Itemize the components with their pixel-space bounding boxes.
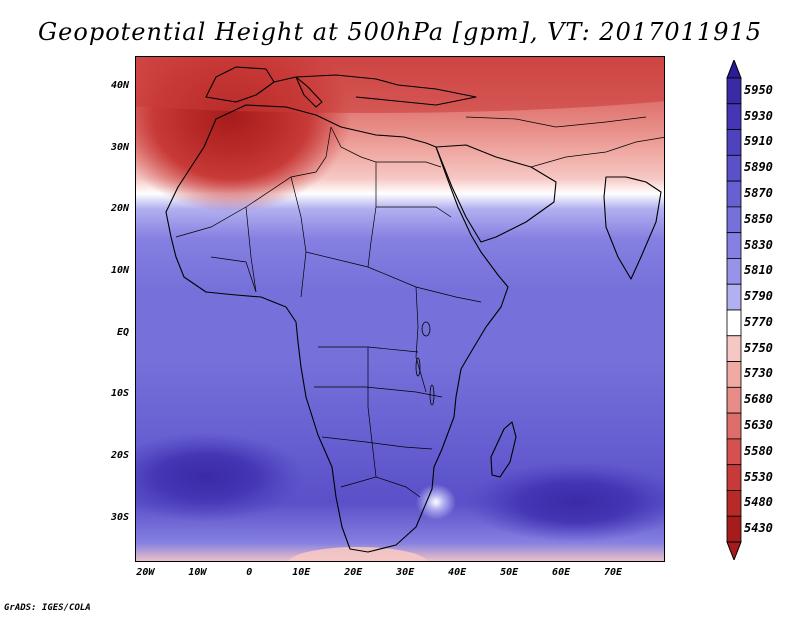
lon-tick-label: 20W xyxy=(136,567,155,578)
lon-tick-label: 30E xyxy=(396,567,415,578)
mediterranean-north xyxy=(273,74,477,106)
lat-tick-label: EQ xyxy=(116,326,129,338)
lat-tick-label: 20S xyxy=(110,450,129,462)
colorbar-level-label: 5950 xyxy=(744,82,773,97)
colorbar-swatch xyxy=(726,232,742,259)
grads-credit: GrADS: IGES/COLA xyxy=(4,603,91,613)
arabia xyxy=(435,144,557,243)
colorbar-swatch xyxy=(726,77,742,105)
high-centre-southwest-atlantic xyxy=(136,432,306,522)
colorbar-level-label: 5430 xyxy=(744,521,773,536)
iberia xyxy=(205,66,275,103)
italy xyxy=(295,76,323,108)
colorbar-level-label: 5810 xyxy=(744,263,773,278)
colorbar-swatch xyxy=(726,438,742,466)
high-centre-south-indian-ocean xyxy=(466,462,664,542)
colorbar-level-label: 5770 xyxy=(744,314,773,329)
colorbar-swatch xyxy=(726,490,742,517)
lon-tick-label: 0 xyxy=(246,567,253,578)
lat-tick-label: 30S xyxy=(110,511,129,523)
lon-tick-label: 10E xyxy=(292,567,311,578)
madagascar xyxy=(490,421,517,478)
lat-tick-label: 30N xyxy=(110,141,129,153)
colorbar-level-label: 5830 xyxy=(744,237,773,252)
colorbar xyxy=(726,60,742,560)
lat-tick-label: 20N xyxy=(110,203,129,215)
coastlines xyxy=(165,66,662,553)
southern-ridge-edge xyxy=(288,547,428,561)
colorbar-level-label: 5530 xyxy=(744,469,773,484)
colorbar-level-label: 5870 xyxy=(744,186,773,200)
colorbar-swatch xyxy=(726,129,742,156)
lon-tick-label: 50E xyxy=(500,567,519,578)
colorbar-level-label: 5910 xyxy=(744,134,773,149)
colorbar-level-label: 5680 xyxy=(744,392,773,407)
lakes xyxy=(415,321,435,406)
lon-tick-label: 20E xyxy=(344,567,363,578)
lat-tick-label: 10S xyxy=(110,388,129,400)
colorbar-level-label: 5580 xyxy=(744,443,773,458)
lon-tick-label: 40E xyxy=(448,567,467,578)
colorbar-underflow-arrow xyxy=(726,541,742,560)
colorbar-swatch xyxy=(726,309,742,337)
colorbar-swatch xyxy=(726,515,742,543)
colorbar-level-label: 5480 xyxy=(744,495,773,510)
colorbar-swatch xyxy=(726,412,742,440)
lat-tick-label: 10N xyxy=(110,264,129,276)
colorbar-level-label: 5790 xyxy=(744,289,773,304)
colorbar-swatch xyxy=(726,206,742,234)
colorbar-swatch xyxy=(726,386,742,414)
warm-patch-mozambique-channel xyxy=(416,484,456,520)
india xyxy=(603,176,662,280)
colorbar-level-label: 5850 xyxy=(744,211,773,226)
colorbar-overflow-arrow xyxy=(726,60,742,79)
colorbar-swatch xyxy=(726,180,742,208)
colorbar-level-label: 5890 xyxy=(744,160,773,175)
country-borders xyxy=(175,116,664,498)
colorbar-level-label: 5630 xyxy=(744,418,773,432)
colorbar-swatch xyxy=(726,103,742,130)
colorbar-level-label: 5730 xyxy=(744,366,773,381)
map-title: Geopotential Height at 500hPa [gpm], VT:… xyxy=(38,18,762,46)
colorbar-swatch xyxy=(726,335,742,362)
lon-tick-label: 10W xyxy=(188,567,207,578)
colorbar-swatch xyxy=(726,154,742,182)
lon-tick-label: 70E xyxy=(604,567,623,578)
colorbar-level-label: 5750 xyxy=(744,340,773,355)
colorbar-swatch xyxy=(726,258,742,285)
colorbar-swatch xyxy=(726,283,742,311)
colorbar-swatch xyxy=(726,464,742,491)
map-panel[interactable] xyxy=(135,56,665,562)
lat-tick-label: 40N xyxy=(110,79,129,91)
africa-coastline xyxy=(165,104,509,553)
map-canvas[interactable] xyxy=(136,57,665,562)
lon-tick-label: 60E xyxy=(552,567,571,578)
colorbar-swatch xyxy=(726,361,742,388)
colorbar-level-label: 5930 xyxy=(744,108,773,123)
